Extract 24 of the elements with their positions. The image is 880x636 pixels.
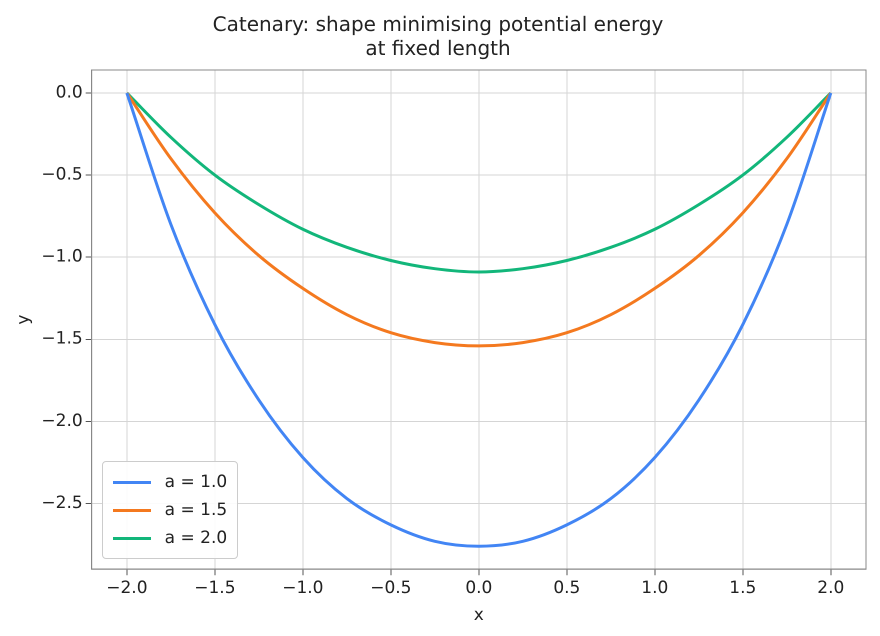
x-tick-label: −1.5 bbox=[194, 578, 236, 598]
x-tick-label: −2.0 bbox=[106, 578, 148, 598]
y-axis-title: y bbox=[14, 314, 34, 325]
y-tick-label: −2.5 bbox=[41, 492, 83, 513]
line-series bbox=[125, 91, 832, 548]
x-tick-label: 2.0 bbox=[817, 578, 844, 598]
legend-label: a = 1.5 bbox=[164, 499, 228, 522]
x-tick-label: 1.0 bbox=[641, 578, 668, 598]
x-axis-title: x bbox=[474, 605, 484, 626]
x-tick-label: −1.0 bbox=[282, 578, 324, 598]
y-tick-label: −2.0 bbox=[41, 410, 83, 431]
x-tick-label: −0.5 bbox=[370, 578, 412, 598]
legend-label: a = 2.0 bbox=[164, 527, 228, 550]
legend-label: a = 1.0 bbox=[164, 471, 228, 494]
y-tick-label: −1.0 bbox=[41, 246, 83, 267]
chart-title: Catenary: shape minimising potential energy at fixed length bbox=[212, 12, 664, 60]
x-tick-label: 0.5 bbox=[553, 578, 580, 598]
line-series bbox=[125, 91, 832, 348]
x-tick-label: 1.5 bbox=[729, 578, 756, 598]
x-tick-label: 0.0 bbox=[465, 578, 492, 598]
y-tick-label: 0.0 bbox=[56, 82, 83, 102]
y-tick-label: −1.5 bbox=[41, 328, 83, 349]
line-series bbox=[125, 91, 832, 274]
y-tick-label: −0.5 bbox=[41, 164, 83, 185]
